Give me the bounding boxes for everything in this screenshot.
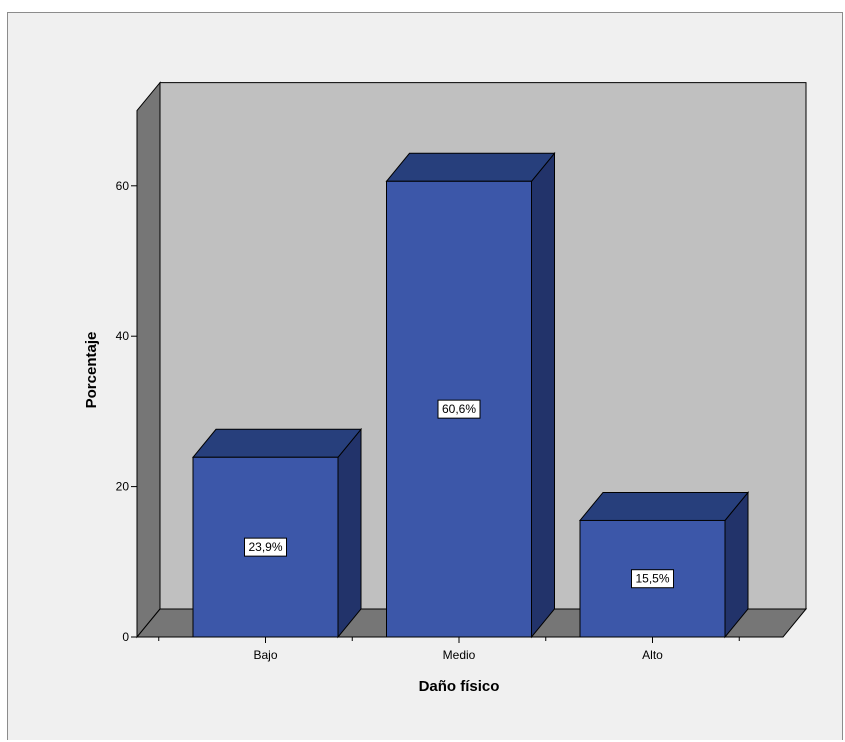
bar-top [385, 152, 556, 182]
bar-data-label: 23,9% [244, 537, 287, 557]
bar-data-label: 15,5% [631, 569, 674, 589]
y-tick-label: 20 [116, 480, 130, 494]
x-tick-label: Bajo [253, 648, 277, 662]
data-label-box [631, 569, 674, 589]
chart-frame: 0 20 40 60 Bajo Medio Alto 23,9% 60,6% 15,5% Da… [7, 12, 843, 740]
bar-chart: 0 20 40 60 Bajo Medio Alto 23,9% 60,6% 15,5% Da… [83, 81, 808, 695]
bar-medio [385, 151, 556, 639]
y-tick-label: 40 [116, 329, 130, 343]
bar-data-label: 60,6% [437, 399, 481, 419]
y-tick-label: 0 [122, 630, 129, 644]
data-label-box [437, 399, 481, 419]
bar-side [531, 151, 555, 639]
x-axis-title: Daño físico [419, 678, 500, 695]
y-axis-title: Porcentaje [83, 332, 100, 409]
data-label-text: 23,9% [248, 540, 282, 554]
data-label-text: 60,6% [442, 402, 476, 416]
bar-top [578, 491, 750, 521]
bar-side [337, 427, 362, 639]
data-label-box [244, 537, 287, 557]
bar-data-labels: 23,9% 60,6% 15,5% [244, 399, 674, 589]
data-label-text: 15,5% [635, 572, 669, 586]
bar-alto [578, 491, 750, 639]
x-tick-label: Alto [642, 648, 663, 662]
y-axis: 0 20 40 60 [116, 179, 137, 644]
side-wall [136, 81, 161, 639]
bar-top [191, 428, 363, 458]
x-axis: Bajo Medio Alto [137, 636, 783, 662]
y-tick-label: 60 [116, 179, 130, 193]
x-tick-label: Medio [443, 648, 476, 662]
bar-bajo [191, 427, 363, 639]
